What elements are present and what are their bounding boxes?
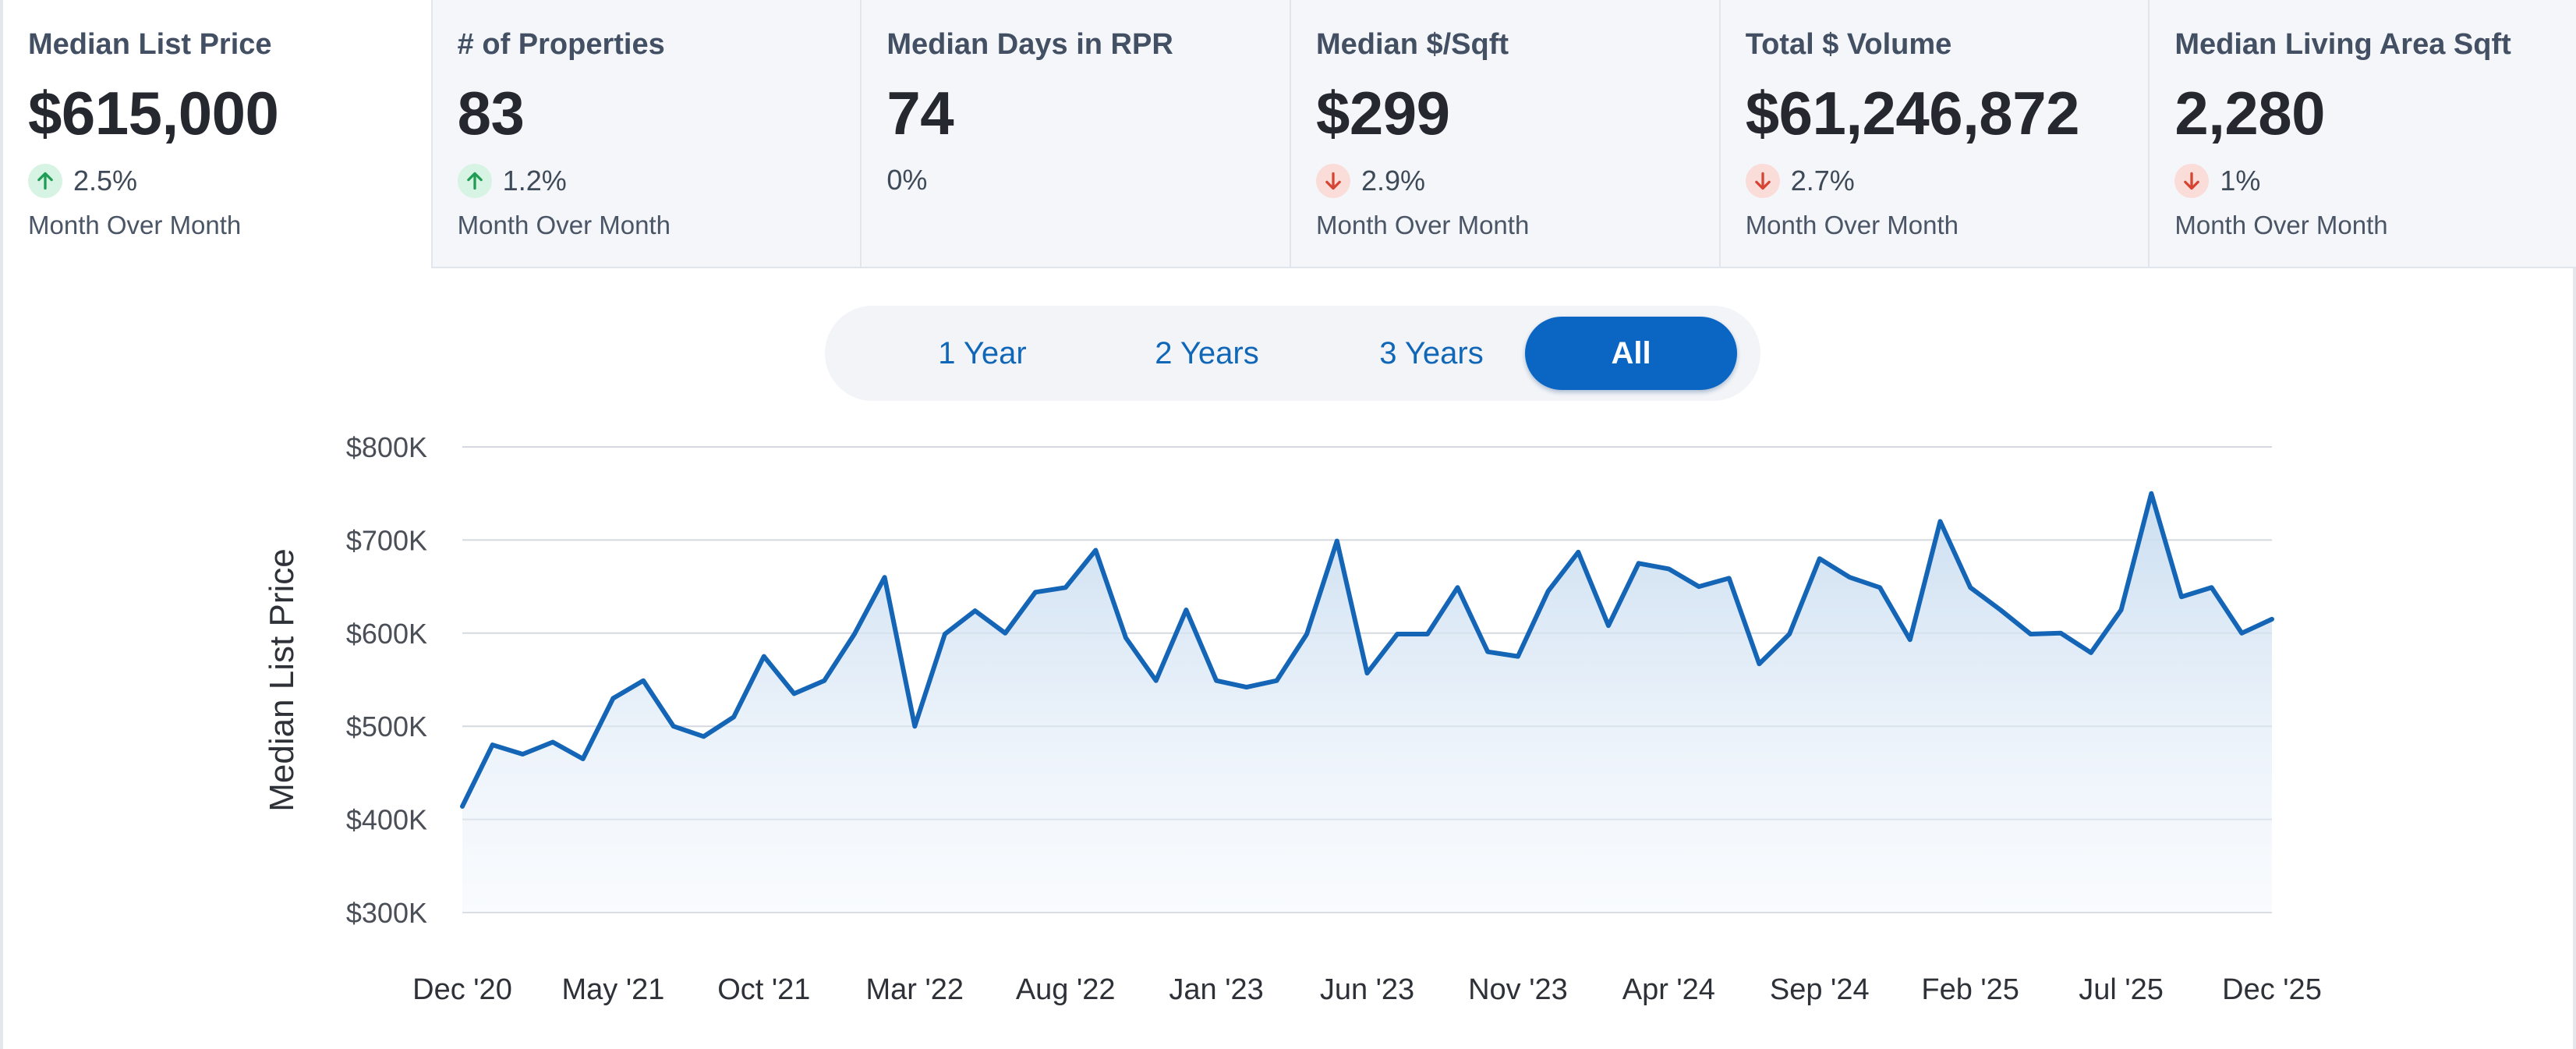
metric-card-value: 83 [457,79,525,147]
metric-card-value: 74 [886,79,954,147]
metric-card-change-value: 1% [2220,165,2261,197]
metric-card-title: Median $/Sqft [1316,28,1509,61]
time-range-selector: 1 Year 2 Years 3 Years All [825,306,1760,401]
chart-series-line [460,491,2274,809]
y-tick-label: $300K [346,897,427,929]
metric-card-period: Month Over Month [1316,211,1530,239]
metric-card[interactable]: Median Days in RPR 74 0% [862,0,1292,268]
x-tick-label: May '21 [561,973,664,1006]
arrow-up-icon [28,164,62,198]
x-tick-label: Jul '25 [2079,973,2164,1006]
y-axis-ticks: $300K $400K $500K $600K $700K $800K [346,431,427,929]
y-tick-label: $800K [346,431,427,463]
x-tick-label: Mar '22 [865,973,964,1006]
metric-card-change: 2.5% [28,164,137,198]
y-tick-label: $600K [346,618,427,650]
arrow-down-icon [1316,164,1351,198]
x-tick-label: Nov '23 [1468,973,1568,1006]
range-option-all[interactable]: All [1525,317,1737,390]
metric-card-change: 1% [2174,164,2260,198]
metric-card-change: 2.7% [1745,164,1855,198]
chart-area-fill [462,493,2272,913]
x-tick-label: Aug '22 [1016,973,1116,1006]
metric-card[interactable]: # of Properties 83 1.2% Month Over Month [432,0,862,268]
metric-card-change-value: 0% [886,164,928,196]
metric-card-title: Total $ Volume [1745,28,1952,61]
y-tick-label: $500K [346,711,427,742]
metric-card-change-value: 1.2% [502,165,567,197]
x-tick-label: Sep '24 [1770,973,1870,1006]
metric-card[interactable]: Median List Price $615,000 2.5% Month Over … [3,0,433,268]
y-tick-label: $400K [346,804,427,836]
metric-card-change-value: 2.5% [73,165,138,197]
range-option-3-years[interactable]: 3 Years [1338,317,1525,390]
metric-card-period: Month Over Month [1745,211,1959,239]
metric-card-value: $615,000 [28,79,279,147]
metric-cards: Median List Price $615,000 2.5% Month Over … [3,0,2576,268]
metric-card-change: 2.9% [1316,164,1425,198]
y-tick-label: $700K [346,524,427,556]
metric-card-title: # of Properties [457,28,665,61]
metric-card-title: Median List Price [28,28,272,61]
metric-card-period: Month Over Month [28,211,242,239]
metric-card-value: $61,246,872 [1745,79,2080,147]
metric-card-title: Median Living Area Sqft [2174,28,2511,61]
metric-card-change-value: 2.9% [1361,165,1426,197]
x-tick-label: Oct '21 [717,973,810,1006]
arrow-up-icon [457,164,492,198]
arrow-down-icon [2174,164,2210,198]
x-tick-label: Dec '25 [2222,973,2322,1006]
metric-card-change: 1.2% [457,164,567,198]
range-option-2-years[interactable]: 2 Years [1113,317,1300,390]
metric-card-period: Month Over Month [2174,211,2388,239]
range-option-1-year[interactable]: 1 Year [889,317,1076,390]
metric-card-title: Median Days in RPR [886,28,1173,61]
x-axis-ticks: Dec '20 May '21 Oct '21 Mar '22 Aug '22 Jan '… [412,973,2322,1006]
x-tick-label: Jan '23 [1169,973,1263,1006]
metric-card-period: Month Over Month [457,211,671,239]
metric-card[interactable]: Total $ Volume $61,246,872 2.7% Month Over … [1720,0,2150,268]
metric-card-value: 2,280 [2174,79,2326,147]
x-tick-label: Feb '25 [1921,973,2019,1006]
arrow-down-icon [1745,164,1780,198]
x-tick-label: Dec '20 [412,973,512,1006]
median-list-price-chart: $300K $400K $500K $600K $700K $800K Dec '20 Ma… [263,431,2322,1006]
metric-card[interactable]: Median $/Sqft $299 2.9% Month Over Month [1291,0,1721,268]
metric-card[interactable]: Median Living Area Sqft 2,280 1% Month Over… [2150,0,2576,268]
metric-card-value: $299 [1316,79,1450,147]
y-axis-label: Median List Price [263,548,301,811]
metric-card-change: 0% [886,164,927,197]
x-tick-label: Jun '23 [1320,973,1414,1006]
x-tick-label: Apr '24 [1622,973,1715,1006]
metric-card-change-value: 2.7% [1790,165,1855,197]
